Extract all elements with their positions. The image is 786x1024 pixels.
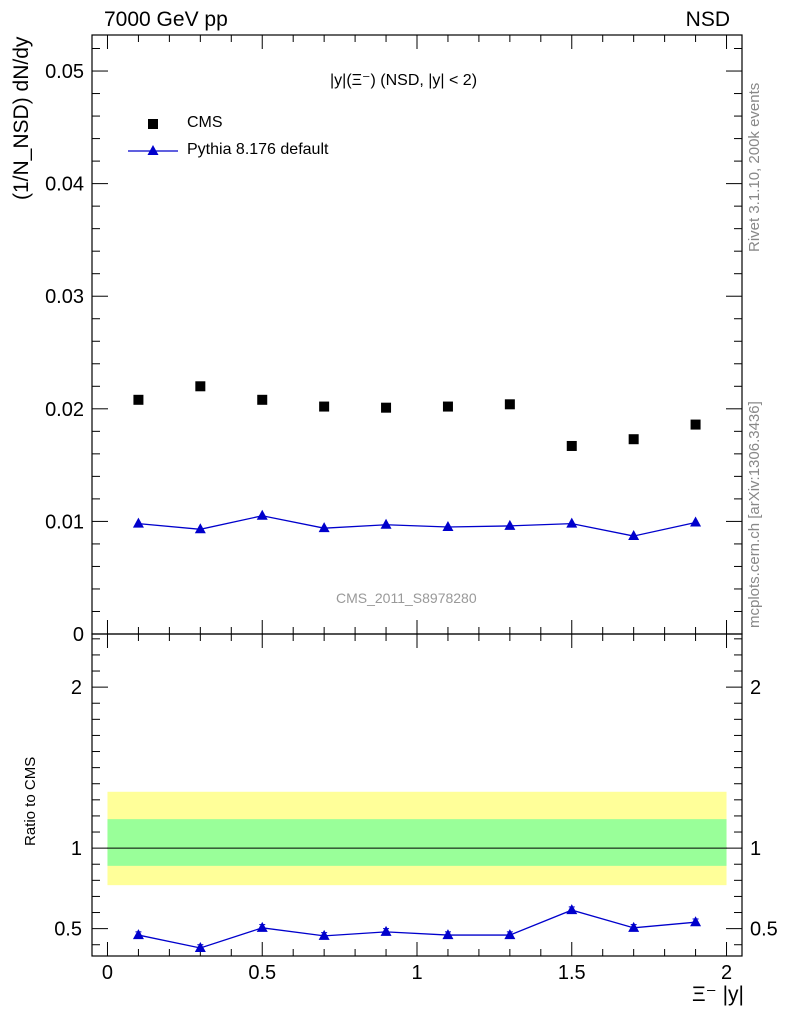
ratio-y-tick-label: 1 <box>71 838 82 860</box>
cms-point <box>195 381 206 392</box>
cms-point <box>442 401 453 412</box>
main-y-tick-label: 0.05 <box>45 61 84 83</box>
x-tick-label: 0.5 <box>248 962 276 984</box>
ratio-pythia-point <box>194 941 206 952</box>
ratio-pythia-point <box>504 929 516 940</box>
main-y-tick-label: 0.04 <box>45 174 84 196</box>
main-y-axis-label: (1/N_NSD) dN/dy <box>10 36 33 200</box>
pythia-point <box>504 519 516 530</box>
analysis-watermark: CMS_2011_S8978280 <box>336 590 477 606</box>
x-tick-label: 1 <box>411 962 422 984</box>
main-y-tick-label: 0.02 <box>45 399 84 421</box>
legend-label-cms: CMS <box>187 114 223 131</box>
pythia-point <box>566 517 578 528</box>
ratio-y-tick-label-right: 0.5 <box>750 919 778 941</box>
pythia-point <box>380 518 392 529</box>
ratio-pythia-point <box>442 929 454 940</box>
x-tick-label: 2 <box>721 962 732 984</box>
cms-point <box>504 399 515 410</box>
x-tick-label: 1.5 <box>558 962 586 984</box>
pythia-point <box>442 521 454 532</box>
pythia-line <box>138 515 696 537</box>
ratio-pythia-point <box>566 904 578 915</box>
ratio-pythia-point <box>690 916 702 927</box>
mcplots-note: mcplots.cern.ch [arXiv:1306.3436] <box>746 401 763 628</box>
main-y-tick-label: 0 <box>73 624 84 646</box>
cms-point <box>381 402 392 413</box>
pythia-point <box>628 530 640 541</box>
main-y-tick-label: 0.03 <box>45 286 84 308</box>
ratio-pythia-point <box>256 921 268 932</box>
cms-point <box>690 419 701 430</box>
ratio-y-axis-label: Ratio to CMS <box>22 756 39 846</box>
legend-marker-pythia <box>147 145 159 155</box>
x-tick-label: 0 <box>102 962 113 984</box>
plot-title: |y|(Ξ⁻) (NSD, |y| < 2) <box>330 72 478 89</box>
pythia-point <box>256 509 268 520</box>
pythia-point <box>318 522 330 533</box>
rivet-note: Rivet 3.1.10, 200k events <box>746 82 763 252</box>
ratio-y-tick-label: 0.5 <box>54 919 82 941</box>
cms-point <box>566 440 577 451</box>
ratio-pythia-point <box>132 929 144 940</box>
ratio-y-tick-label-right: 1 <box>750 838 761 860</box>
energy-label: 7000 GeV pp <box>104 8 228 31</box>
cms-point <box>628 434 639 445</box>
process-label: NSD <box>685 8 730 31</box>
x-axis-label: Ξ⁻ |y| <box>692 983 744 1006</box>
main-y-tick-label: 0.01 <box>45 511 84 533</box>
pythia-point <box>194 523 206 534</box>
ratio-band-stat-uncertainty <box>107 819 727 866</box>
cms-point <box>257 394 268 405</box>
ratio-pythia-line <box>138 909 696 949</box>
cms-point <box>133 394 144 405</box>
pythia-point <box>132 517 144 528</box>
ratio-pythia-point <box>318 929 330 940</box>
ratio-y-tick-label-right: 2 <box>750 677 761 699</box>
legend-label-pythia: Pythia 8.176 default <box>187 141 329 158</box>
pythia-point <box>690 516 702 527</box>
cms-point <box>319 401 330 412</box>
ratio-pythia-point <box>380 925 392 936</box>
ratio-pythia-point <box>628 921 640 932</box>
legend-marker-cms <box>148 119 158 129</box>
ratio-y-tick-label: 2 <box>71 677 82 699</box>
